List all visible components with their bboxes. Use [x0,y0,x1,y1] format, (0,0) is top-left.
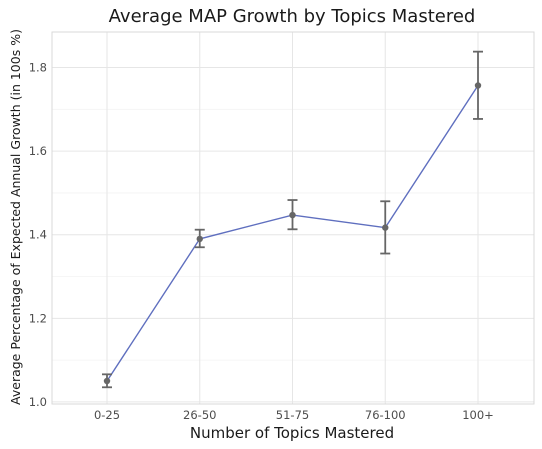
data-point [196,235,203,243]
x-tick-label: 100+ [462,408,494,422]
y-axis-title: Average Percentage of Expected Annual Gr… [8,29,23,405]
x-tick-label: 51-75 [276,408,309,422]
x-axis-ticks: 0-25 26-50 51-75 76-100 100+ [94,408,494,422]
data-point [382,224,389,231]
y-tick-label: 1.4 [29,228,47,242]
x-axis-title: Number of Topics Mastered [190,424,394,442]
chart-title: Average MAP Growth by Topics Mastered [109,6,476,27]
y-tick-label: 1.0 [29,395,47,409]
x-tick-label: 76-100 [365,408,406,422]
y-tick-label: 1.8 [29,61,47,75]
data-point [474,82,482,89]
x-tick-label: 0-25 [94,408,120,422]
panel-border [51,31,535,405]
y-tick-label: 1.6 [29,144,47,158]
data-point [289,211,296,219]
x-tick-label: 26-50 [183,408,216,422]
data-point [103,377,111,385]
y-axis-ticks: 1.0 1.2 1.4 1.6 1.8 [29,61,47,409]
y-tick-label: 1.2 [29,311,47,325]
series [102,50,483,389]
